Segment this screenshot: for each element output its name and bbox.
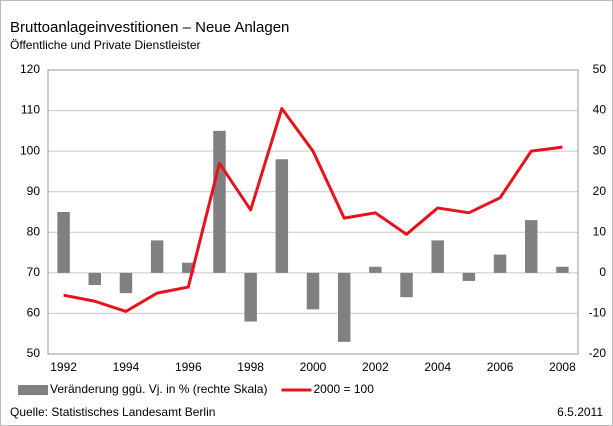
x-tick-label: 2006	[487, 360, 514, 374]
y-tick-label: 90	[27, 184, 41, 198]
y-tick-label: 100	[20, 143, 40, 157]
x-tick-label: 1996	[175, 360, 202, 374]
bar	[57, 212, 70, 273]
bar	[182, 262, 195, 273]
y2-tick-label: 30	[593, 143, 607, 157]
x-tick-label: 2004	[424, 360, 451, 374]
bar	[462, 272, 476, 281]
source: Quelle: Statistisches Landesamt Berlin	[10, 405, 215, 419]
plot-border	[47, 69, 579, 355]
legend-label: 2000 = 100	[313, 382, 374, 396]
x-tick-label: 1994	[113, 360, 140, 374]
bar	[556, 266, 569, 273]
y2-tick-label: 0	[599, 265, 606, 279]
y-tick-label: 120	[20, 62, 40, 76]
x-tick-label: 1992	[50, 360, 77, 374]
x-tick-label: 2008	[549, 360, 576, 374]
y2-tick-label: -10	[589, 306, 607, 320]
x-tick-label: 1998	[237, 360, 264, 374]
y2-tick-label: 50	[593, 62, 607, 76]
y-tick-label: 110	[21, 103, 40, 117]
legend-label: Veränderung ggü. Vj. in % (rechte Skala)	[50, 382, 267, 396]
bar	[369, 266, 382, 273]
bar	[337, 272, 351, 342]
y2-tick-label: -20	[589, 346, 607, 360]
y2-tick-label: 40	[593, 103, 607, 117]
x-tick-label: 2002	[362, 360, 389, 374]
y-tick-label: 50	[27, 346, 41, 360]
bar	[119, 272, 133, 294]
bar	[493, 254, 507, 273]
y-tick-label: 70	[27, 265, 41, 279]
bar	[244, 272, 257, 322]
date: 6.5.2011	[557, 405, 603, 419]
bar	[150, 240, 164, 273]
legend-swatch	[18, 385, 48, 395]
bar	[306, 272, 320, 310]
y-tick-label: 80	[27, 224, 41, 238]
y2-tick-label: 20	[593, 184, 607, 198]
chart-title: Bruttoanlageinvestitionen – Neue Anlagen	[10, 19, 289, 36]
bar	[400, 272, 413, 298]
y-tick-label: 60	[27, 306, 41, 320]
bar	[275, 159, 289, 273]
chart-subtitle: Öffentliche und Private Dienstleister	[10, 38, 201, 52]
x-tick-label: 2000	[300, 360, 327, 374]
bar	[213, 130, 226, 273]
y2-tick-label: 10	[593, 224, 607, 238]
line	[63, 107, 563, 313]
bar	[431, 240, 444, 273]
bar	[88, 272, 101, 286]
bar	[525, 220, 538, 273]
